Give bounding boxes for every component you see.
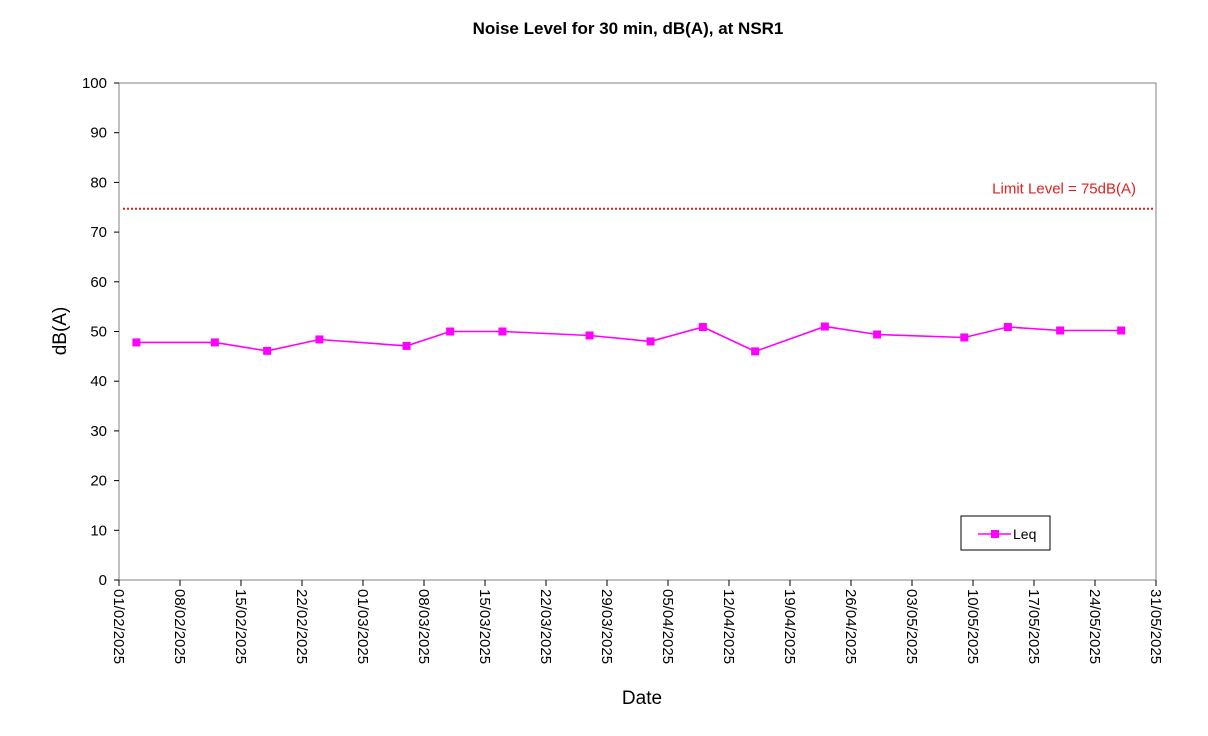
x-tick-label: 10/05/2025: [964, 589, 981, 664]
y-tick-label: 100: [82, 75, 107, 92]
data-point: [585, 331, 594, 340]
x-tick-label: 03/05/2025: [903, 589, 920, 664]
series-group: [132, 322, 1126, 356]
y-tick-label: 0: [99, 572, 107, 589]
legend-marker-leq: [991, 530, 999, 538]
data-point: [263, 346, 272, 355]
x-tick-label: 12/04/2025: [720, 589, 737, 664]
data-point: [446, 327, 455, 336]
data-point: [751, 347, 760, 356]
y-axis-label: dB(A): [50, 307, 71, 356]
y-axis: 0 10 20 30 40 50 60 70 80 90 100: [82, 75, 119, 589]
y-tick-label: 70: [90, 224, 107, 241]
x-tick-label: 08/03/2025: [415, 589, 432, 664]
y-tick-label: 80: [90, 174, 107, 191]
x-tick-label: 08/02/2025: [171, 589, 188, 664]
limit-level-group: Limit Level = 75dB(A): [123, 181, 1154, 210]
data-point: [210, 338, 219, 347]
x-tick-label: 05/04/2025: [659, 589, 676, 664]
x-tick-label: 29/03/2025: [598, 589, 615, 664]
y-tick-label: 20: [90, 473, 107, 490]
legend-label-leq: Leq: [1013, 526, 1036, 542]
x-tick-label: 17/05/2025: [1025, 589, 1042, 664]
y-tick-label: 60: [90, 274, 107, 291]
x-tick-label: 22/02/2025: [293, 589, 310, 664]
x-tick-label: 01/02/2025: [110, 589, 127, 664]
data-point: [315, 335, 324, 344]
x-tick-label: 19/04/2025: [781, 589, 798, 664]
data-point: [820, 322, 829, 331]
data-point: [960, 333, 969, 342]
limit-level-label: Limit Level = 75dB(A): [992, 181, 1136, 198]
data-point: [698, 323, 707, 332]
data-point: [132, 338, 141, 347]
x-tick-label: 26/04/2025: [842, 589, 859, 664]
x-tick-label: 24/05/2025: [1086, 589, 1103, 664]
plot-area: [118, 82, 1157, 581]
data-point: [873, 330, 882, 339]
y-tick-label: 50: [90, 324, 107, 341]
y-tick-label: 40: [90, 373, 107, 390]
x-axis: 01/02/2025 08/02/2025 15/02/2025 22/02/2025…: [110, 580, 1164, 664]
x-tick-label: 31/05/2025: [1147, 589, 1164, 664]
data-point: [646, 337, 655, 346]
x-tick-label: 01/03/2025: [354, 589, 371, 664]
data-point: [1056, 326, 1065, 335]
x-tick-label: 15/02/2025: [232, 589, 249, 664]
y-tick-label: 90: [90, 125, 107, 142]
x-axis-label: Date: [622, 688, 662, 709]
legend: Leq: [960, 515, 1051, 551]
chart-title: Noise Level for 30 min, dB(A), at NSR1: [473, 19, 784, 38]
data-point: [1003, 323, 1012, 332]
x-tick-label: 15/03/2025: [476, 589, 493, 664]
data-point: [1117, 326, 1126, 335]
y-tick-label: 10: [90, 522, 107, 539]
y-tick-label: 30: [90, 423, 107, 440]
x-tick-label: 22/03/2025: [537, 589, 554, 664]
data-point: [402, 341, 411, 350]
legend-box: [960, 515, 1051, 551]
data-point: [498, 327, 507, 336]
